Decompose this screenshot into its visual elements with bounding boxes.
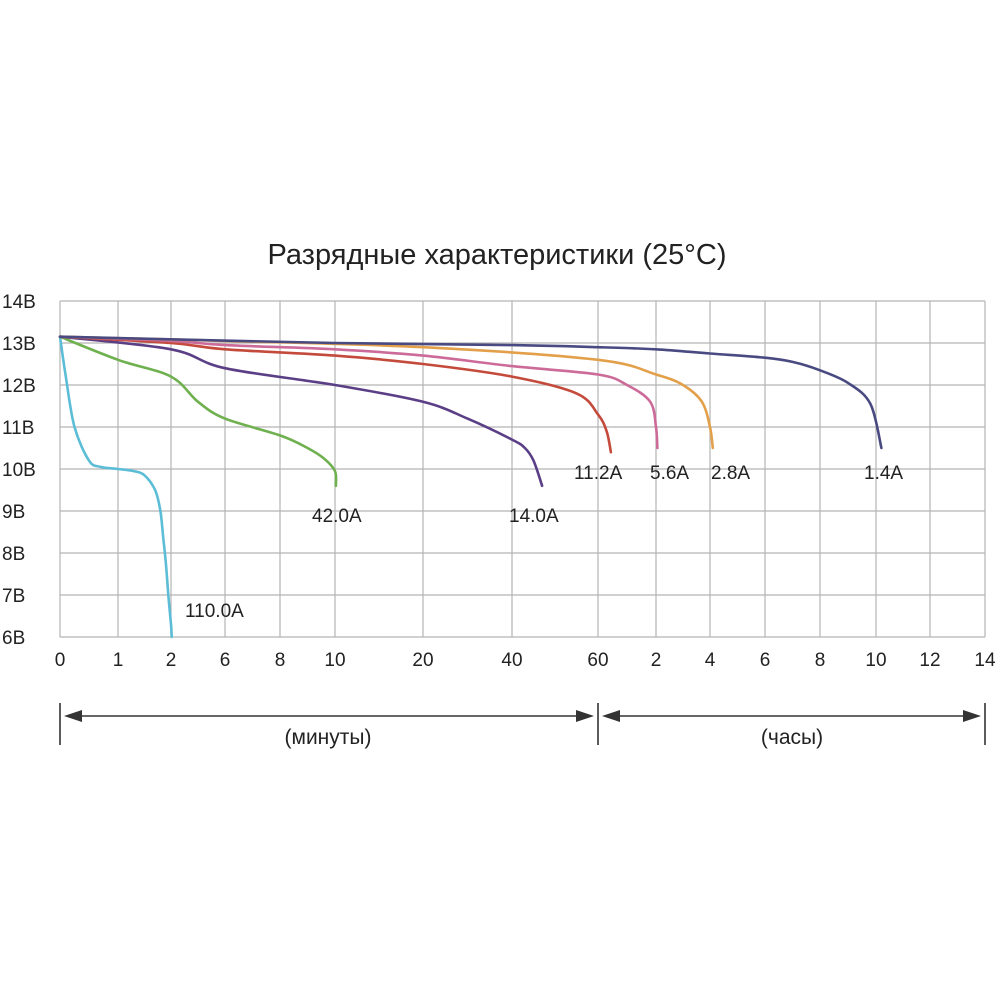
x-tick-label: 2 — [651, 650, 662, 671]
y-tick-label: 13В — [2, 334, 36, 355]
series-line-42.0А — [58, 335, 338, 488]
series-label: 2.8А — [711, 463, 750, 484]
series-line-11.2А — [58, 335, 613, 454]
hours-unit-label: (часы) — [761, 726, 823, 749]
x-tick-label: 0 — [55, 650, 66, 671]
minutes-arrow-right-icon — [576, 710, 594, 722]
series-label: 110.0А — [185, 601, 244, 622]
series-label: 42.0А — [312, 506, 362, 527]
minutes-unit-label: (минуты) — [285, 726, 372, 749]
x-tick-label: 4 — [705, 650, 716, 671]
series-label: 14.0А — [509, 506, 559, 527]
y-tick-label: 9В — [2, 502, 25, 523]
x-tick-label: 10 — [865, 650, 886, 671]
x-axis-ticks: 0 1 2 6 8 10 20 40 60 2 4 6 8 10 12 14 — [55, 650, 996, 671]
x-tick-label: 8 — [275, 650, 286, 671]
y-tick-label: 8В — [2, 544, 25, 565]
x-tick-label: 6 — [760, 650, 771, 671]
minutes-arrow-left-icon — [64, 710, 82, 722]
series-line-110.0А — [58, 335, 173, 639]
chart-title: Разрядные характеристики (25°C) — [268, 239, 727, 271]
series-label: 5.6А — [650, 463, 689, 484]
series-lines — [58, 335, 883, 639]
x-tick-label: 12 — [919, 650, 940, 671]
y-tick-label: 7В — [2, 586, 25, 607]
x-tick-label: 14 — [974, 650, 996, 671]
hours-arrow-left-icon — [602, 710, 620, 722]
series-label: 11.2А — [574, 463, 623, 484]
series-line-1.4А — [58, 335, 883, 450]
series-labels: 110.0А 42.0А 14.0А 11.2А 5.6А 2.8А 1.4А — [185, 463, 903, 622]
y-axis-ticks: 6В 7В 8В 9В 10В 11В 12В 13В 14В — [2, 292, 36, 649]
y-tick-label: 14В — [2, 292, 36, 313]
x-tick-label: 2 — [166, 650, 177, 671]
series-line-14.0А — [58, 335, 544, 488]
hours-arrow-right-icon — [963, 710, 981, 722]
y-tick-label: 10В — [2, 460, 36, 481]
time-unit-axis: (минуты) (часы) — [59, 703, 986, 749]
x-tick-label: 10 — [324, 650, 345, 671]
x-tick-label: 8 — [815, 650, 826, 671]
x-tick-label: 60 — [587, 650, 608, 671]
x-tick-label: 20 — [412, 650, 433, 671]
series-line-5.6А — [58, 335, 659, 450]
x-tick-label: 40 — [501, 650, 522, 671]
x-tick-label: 6 — [220, 650, 231, 671]
series-label: 1.4А — [864, 463, 903, 484]
x-tick-label: 1 — [113, 650, 124, 671]
grid — [59, 300, 986, 638]
y-tick-label: 6В — [2, 628, 25, 649]
y-tick-label: 11В — [2, 418, 34, 439]
y-tick-label: 12В — [2, 376, 36, 397]
